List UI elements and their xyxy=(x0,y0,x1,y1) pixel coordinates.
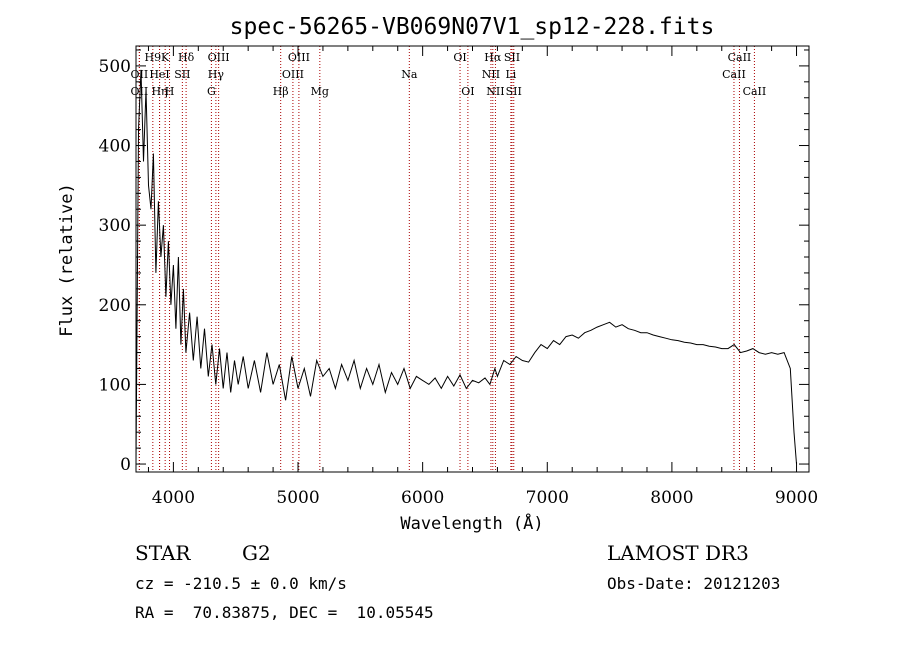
line-label-6: SII xyxy=(174,68,190,81)
line-label-16: Na xyxy=(401,68,418,81)
y-axis-ticks: 0 100 200 300 400 500 xyxy=(99,49,809,475)
line-label-2: OII xyxy=(131,85,149,98)
plot-frame xyxy=(135,45,810,473)
line-label-12: OIII xyxy=(288,51,310,64)
x-tick-label-0: 4000 xyxy=(152,488,195,508)
line-label-25: CaII xyxy=(728,51,752,64)
line-label-26: CaII xyxy=(722,68,746,81)
line-label-21: NII xyxy=(486,85,504,98)
line-label-19: Hα xyxy=(484,51,502,64)
chart-title: spec-56265-VB069N07V1_sp12-228.fits xyxy=(230,14,715,40)
line-label-20: NII xyxy=(482,68,500,81)
survey-name: LAMOST DR3 xyxy=(607,541,749,565)
line-label-15: Mg xyxy=(311,85,329,98)
line-label-23: Li xyxy=(505,68,516,81)
y-tick-label-5: 500 xyxy=(99,57,131,77)
redshift-velocity: cz = -210.5 ± 0.0 km/s xyxy=(135,574,347,593)
emission-line-labels: H9 OII OII K Hη HeI SII H Hδ OIII Hγ G OIII OIII Hβ Mg N… xyxy=(131,51,767,98)
x-tick-label-4: 8000 xyxy=(650,488,693,508)
x-tick-label-3: 7000 xyxy=(526,488,569,508)
spectrum-series-line xyxy=(135,69,797,465)
sky-coordinates: RA = 70.83875, DEC = 10.05545 xyxy=(135,603,434,622)
line-label-4: Hη xyxy=(151,85,167,98)
line-label-17: OI xyxy=(453,51,466,64)
line-label-1: OII xyxy=(131,68,149,81)
line-label-14: Hβ xyxy=(273,85,289,98)
y-tick-label-1: 100 xyxy=(99,375,131,395)
line-label-24: SII xyxy=(506,85,522,98)
x-tick-label-1: 5000 xyxy=(276,488,319,508)
line-label-10: Hγ xyxy=(208,68,225,81)
x-axis-ticks: 4000 5000 6000 7000 8000 9000 xyxy=(147,46,818,508)
line-label-11: G xyxy=(207,85,216,98)
x-tick-label-5: 9000 xyxy=(775,488,818,508)
x-tick-label-2: 6000 xyxy=(401,488,444,508)
line-label-22: SII xyxy=(504,51,520,64)
y-tick-label-4: 400 xyxy=(99,137,131,157)
y-axis-label: Flux (relative) xyxy=(57,183,77,337)
line-label-13: OIII xyxy=(282,68,304,81)
y-tick-label-3: 300 xyxy=(99,216,131,236)
line-label-3: K xyxy=(161,51,170,64)
emission-line-markers xyxy=(138,46,755,472)
x-axis-label: Wavelength (Å) xyxy=(400,512,543,534)
line-label-18: OI xyxy=(461,85,474,98)
object-subclass: G2 xyxy=(242,541,271,565)
line-label-8: Hδ xyxy=(178,51,195,64)
observation-date: Obs-Date: 20121203 xyxy=(607,574,781,593)
line-label-27: CaII xyxy=(743,85,767,98)
line-label-9: OIII xyxy=(208,51,230,64)
line-label-5: HeI xyxy=(149,68,169,81)
line-label-7: H xyxy=(165,85,175,98)
line-label-0: H9 xyxy=(145,51,162,64)
y-tick-label-2: 200 xyxy=(99,296,131,316)
y-tick-label-0: 0 xyxy=(120,455,131,475)
object-type: STAR xyxy=(135,541,191,565)
